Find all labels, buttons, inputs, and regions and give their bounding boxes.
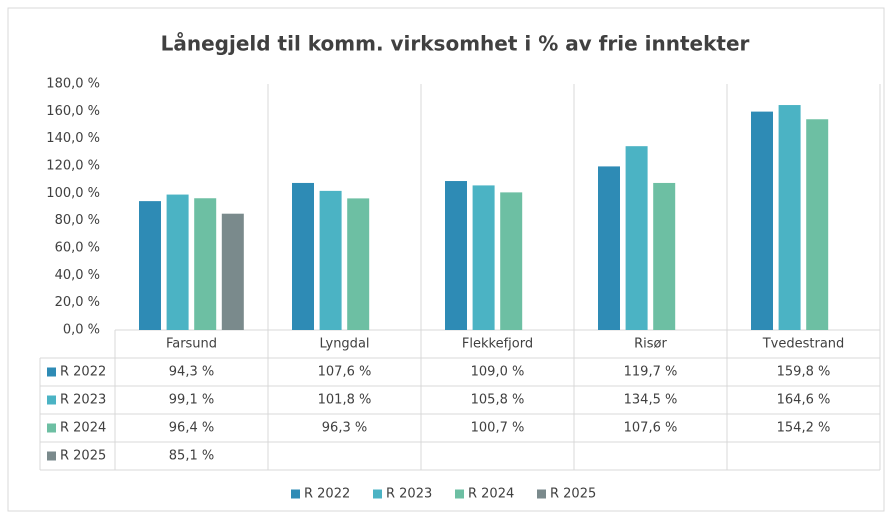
table-series-name: R 2023 <box>60 393 106 408</box>
y-tick-label: 0,0 % <box>63 323 100 338</box>
table-value: 96,3 % <box>322 421 367 436</box>
y-tick-label: 160,0 % <box>46 104 100 119</box>
table-value: 85,1 % <box>169 449 214 464</box>
legend-key <box>291 489 300 499</box>
bar <box>653 182 676 330</box>
legend-key <box>373 489 382 499</box>
legend-label: R 2024 <box>468 487 514 502</box>
y-tick-label: 180,0 % <box>46 77 100 92</box>
bar <box>194 198 217 330</box>
table-value: 107,6 % <box>318 365 372 380</box>
bar <box>139 201 161 330</box>
table-value: 96,4 % <box>169 421 214 436</box>
bar <box>806 119 829 330</box>
bar <box>500 192 523 330</box>
bar <box>625 146 648 330</box>
y-tick-label: 80,0 % <box>55 213 100 228</box>
table-value: 154,2 % <box>777 421 831 436</box>
category-label: Lyngdal <box>319 337 369 352</box>
y-tick-label: 40,0 % <box>55 268 100 283</box>
legend-label: R 2023 <box>386 487 432 502</box>
table-value: 100,7 % <box>471 421 525 436</box>
table-value: 94,3 % <box>169 365 214 380</box>
bar <box>472 185 495 330</box>
table-value: 109,0 % <box>471 365 525 380</box>
legend-label: R 2025 <box>550 487 596 502</box>
bar <box>166 194 189 330</box>
y-tick-label: 60,0 % <box>55 241 100 256</box>
legend-label: R 2022 <box>304 487 350 502</box>
bar <box>598 166 620 330</box>
bar <box>751 111 773 331</box>
table-value: 99,1 % <box>169 393 214 408</box>
bar <box>778 105 801 331</box>
table-value: 105,8 % <box>471 393 525 408</box>
table-value: 101,8 % <box>318 393 372 408</box>
category-label: Flekkefjord <box>462 337 533 352</box>
bar <box>319 190 342 330</box>
bar <box>445 181 467 330</box>
table-series-name: R 2024 <box>60 421 106 436</box>
table-value: 159,8 % <box>777 365 831 380</box>
bar <box>347 198 370 330</box>
table-legend-key <box>47 367 56 377</box>
y-tick-label: 120,0 % <box>46 159 100 174</box>
table-series-name: R 2022 <box>60 365 106 380</box>
category-label: Risør <box>634 337 667 352</box>
table-legend-key <box>47 451 56 461</box>
table-value: 119,7 % <box>624 365 678 380</box>
category-label: Tvedestrand <box>762 337 845 352</box>
table-value: 164,6 % <box>777 393 831 408</box>
table-value: 134,5 % <box>624 393 678 408</box>
table-legend-key <box>47 423 56 433</box>
y-tick-label: 140,0 % <box>46 131 100 146</box>
y-tick-label: 100,0 % <box>46 186 100 201</box>
bar <box>292 182 314 330</box>
legend-key <box>537 489 546 499</box>
table-legend-key <box>47 395 56 405</box>
category-label: Farsund <box>166 337 217 352</box>
legend-key <box>455 489 464 499</box>
table-value: 107,6 % <box>624 421 678 436</box>
y-tick-label: 20,0 % <box>55 295 100 310</box>
table-series-name: R 2025 <box>60 449 106 464</box>
bar <box>221 213 244 330</box>
chart-title: Lånegjeld til komm. virksomhet i % av fr… <box>161 32 750 56</box>
